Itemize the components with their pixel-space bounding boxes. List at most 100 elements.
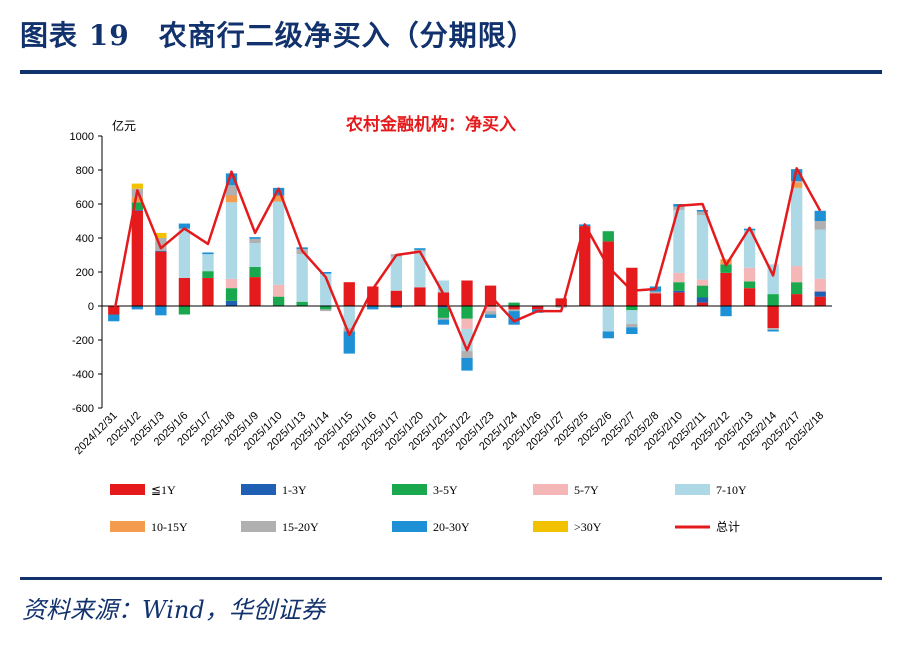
bar-segment	[461, 328, 473, 352]
bar-segment	[272, 201, 285, 285]
bar-segment	[131, 197, 143, 203]
bar-segment	[461, 280, 473, 306]
source-note: 资料来源：Wind，华创证券	[22, 596, 325, 624]
bar-segment	[626, 310, 638, 324]
unit-label: 亿元	[112, 118, 136, 133]
bar-segment	[767, 264, 779, 295]
bar-segment	[626, 323, 638, 328]
bar-segment	[437, 317, 450, 320]
legend-label: 3-5Y	[433, 483, 458, 497]
bar-segment	[272, 296, 285, 306]
bar-segment	[225, 288, 238, 301]
bar-segment	[696, 285, 709, 298]
bar-segment	[555, 298, 567, 306]
bar-segment	[720, 264, 732, 273]
bar-segment	[131, 183, 143, 189]
bar-segment	[343, 331, 355, 354]
legend-swatch	[110, 484, 145, 495]
bar-segment	[225, 185, 238, 196]
legend-swatch	[110, 521, 145, 532]
bar-segment	[696, 211, 709, 216]
legend-label: 7-10Y	[716, 483, 747, 497]
bar-segment	[791, 266, 803, 283]
legend-label: ≦1Y	[151, 483, 176, 497]
bar-segment	[249, 266, 261, 278]
bar-segment	[696, 297, 709, 303]
bar-segment	[767, 329, 779, 332]
bar-segment	[131, 210, 143, 306]
bar-segment	[437, 280, 450, 293]
bar-segment	[155, 238, 167, 251]
bar-segment	[743, 288, 756, 306]
bar-segment	[390, 256, 403, 291]
bar-segment	[461, 357, 473, 371]
bar-segment	[225, 173, 238, 186]
bar-segment	[414, 287, 426, 306]
bar-segment	[249, 238, 261, 244]
bar-segment	[320, 306, 332, 310]
bar-segment	[155, 306, 167, 316]
bar-segment	[508, 309, 520, 312]
bar-segment	[791, 169, 803, 182]
legend-swatch	[392, 521, 427, 532]
legend-swatch	[533, 521, 568, 532]
bar-segment	[437, 306, 450, 308]
bar-segment	[461, 306, 473, 319]
bar-segment	[225, 278, 238, 289]
bar-segment	[508, 311, 520, 325]
bar-segment	[673, 282, 685, 291]
bar-segment	[178, 223, 191, 229]
bar-segment	[791, 282, 803, 295]
legend-label: 5-7Y	[574, 483, 599, 497]
bar-segment	[649, 291, 662, 294]
y-tick-label: 0	[88, 301, 94, 313]
bar-segment	[272, 284, 285, 297]
bar-segment	[225, 195, 238, 203]
bar-segment	[531, 306, 544, 310]
bar-segment	[461, 351, 473, 358]
bar-segment	[626, 306, 638, 311]
bar-segment	[202, 252, 214, 255]
bar-segment	[437, 307, 450, 318]
bar-segment	[131, 209, 143, 211]
y-tick-label: 200	[76, 267, 94, 279]
bar-segment	[249, 237, 261, 239]
bar-segment	[579, 226, 591, 306]
bar-segment	[414, 251, 426, 288]
chart-title: 农村金融机构：净买入	[345, 114, 516, 135]
bar-segment	[696, 302, 709, 306]
bar-segment	[437, 319, 450, 325]
bar-segment	[178, 277, 191, 306]
bars	[108, 169, 826, 371]
bar-segment	[320, 272, 332, 274]
legend-label: >30Y	[574, 520, 602, 534]
legend-swatch	[241, 521, 276, 532]
bar-segment	[767, 306, 779, 329]
bar-segment	[484, 314, 497, 318]
bar-segment	[508, 306, 520, 310]
bar-segment	[202, 271, 214, 278]
y-tick-label: 600	[76, 199, 94, 211]
y-tick-label: -200	[72, 335, 94, 347]
bar-segment	[202, 254, 214, 272]
legend-label: 1-3Y	[282, 483, 307, 497]
bar-segment	[249, 277, 261, 306]
bar-segment	[649, 293, 662, 306]
bar-segment	[484, 311, 497, 315]
bar-segment	[602, 331, 614, 339]
bar-segment	[508, 302, 520, 306]
legend-label: 总计	[716, 520, 740, 534]
bar-segment	[296, 254, 308, 302]
bar-segment	[743, 281, 756, 289]
legend: ≦1Y 1-3Y 3-5Y 5-7Y 7-10Y 10-15Y 15-20Y 20-30Y >3…	[110, 483, 747, 534]
bar-segment	[720, 272, 732, 306]
bar-segment	[814, 278, 826, 292]
bar-segment	[696, 215, 709, 280]
legend-swatch	[392, 484, 427, 495]
bar-segment	[437, 292, 450, 306]
bar-segment	[131, 306, 143, 310]
bar-segment	[720, 306, 732, 317]
bar-segment	[390, 290, 403, 306]
bar-segment	[461, 318, 473, 329]
bar-segment	[272, 195, 285, 202]
